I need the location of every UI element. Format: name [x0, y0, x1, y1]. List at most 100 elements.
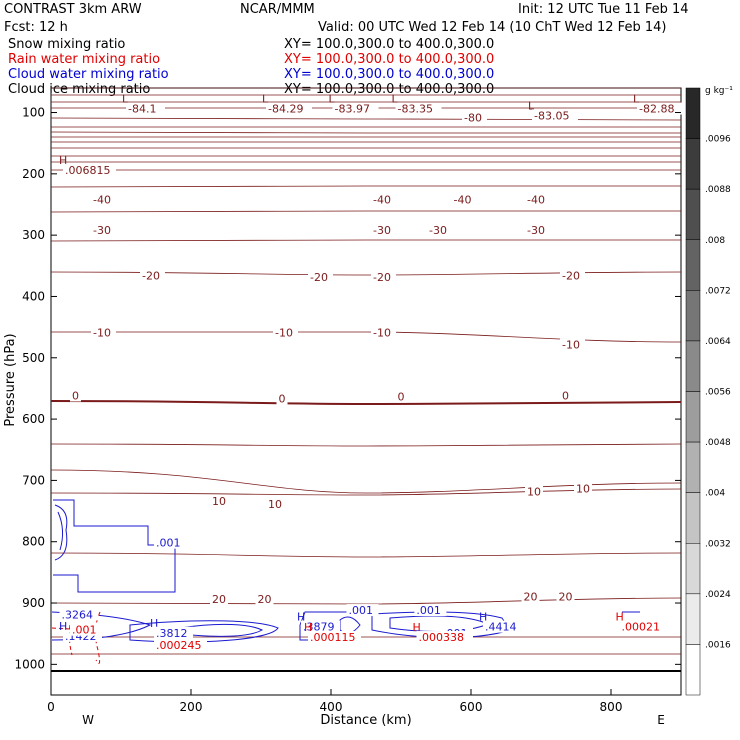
colorbar-unit: g kg⁻¹: [705, 86, 733, 96]
cloud-water-label-bg: [59, 608, 99, 621]
y-tick-label: 500: [22, 351, 45, 365]
colorbar-swatch: [685, 492, 701, 544]
y-tick-label: 700: [22, 473, 45, 487]
isotherm-label: 20: [524, 591, 538, 604]
isotherm-label-bg: [140, 269, 165, 282]
isotherm-label: 0: [562, 389, 569, 402]
cloud-water-mark: H: [479, 611, 487, 624]
isotherm-label-bg: [395, 390, 407, 403]
isotherm-label-bg: [521, 590, 540, 603]
colorbar-tick-label: .008: [705, 236, 725, 246]
isotherm-label-bg: [91, 193, 116, 206]
isotherm-label: -83.35: [398, 103, 433, 116]
isotherm-label: 20: [559, 591, 573, 604]
isotherm-mark: L: [262, 93, 269, 106]
x-tick-label: 400: [320, 700, 343, 714]
cloud-water-label: .3812: [156, 627, 188, 640]
contour-labels: L-84.1L-84.29L-83.97L-83.35-80L-83.05L-8…: [59, 93, 683, 652]
cloud-water-label-bg: [154, 536, 186, 549]
legend-rain-name: Rain water mixing ratio: [8, 52, 160, 67]
isotherm-label-bg: [332, 102, 379, 115]
isotherm-mark: L: [633, 93, 640, 106]
cloud-water-label-bg: [154, 626, 193, 639]
isotherm-mark: L: [392, 93, 399, 106]
isotherm-label: -83.97: [335, 103, 370, 116]
isotherm-label-bg: [574, 482, 592, 495]
isotherm-label: -82.88: [639, 103, 674, 116]
isotherm-label-bg: [210, 494, 228, 507]
isotherm-label-bg: [395, 102, 442, 115]
cloud-water-contour: [57, 511, 64, 551]
isotherm-label: -20: [142, 269, 160, 282]
colorbar-tick-label: .0032: [705, 539, 731, 549]
isotherm-label: 10: [527, 486, 541, 499]
legend-snow-name: Snow mixing ratio: [8, 37, 125, 52]
cloud-water-label-bg: [346, 604, 379, 617]
isotherm-label: -20: [310, 271, 328, 284]
rain-water-mark: H: [304, 621, 312, 634]
isotherm-label-bg: [427, 223, 452, 236]
y-tick-label: 1000: [14, 657, 45, 671]
cloud-water-mark: H: [150, 617, 158, 630]
y-tick-label: 600: [22, 412, 45, 426]
colorbar-swatch: [685, 340, 701, 392]
rain-water-label-bg: [619, 620, 666, 633]
isotherm-label-bg: [126, 102, 165, 115]
isotherm-label: -40: [373, 193, 391, 206]
x-tick-label: 800: [600, 700, 623, 714]
isotherm-label: -30: [373, 224, 391, 237]
cloud-water-label: .3879: [303, 621, 335, 634]
isotherm-label: 0: [279, 393, 286, 406]
isotherm-line: [50, 131, 681, 134]
colorbar-tick-label: .0096: [705, 135, 731, 145]
colorbar-swatch: [685, 188, 701, 241]
legend-cloudwater-xy: XY= 100.0,300.0 to 400.0,300.0: [284, 67, 494, 82]
isotherm-label: -40: [454, 193, 472, 206]
west-label: W: [82, 713, 94, 727]
header-fcst: Fcst: 12 h: [4, 20, 68, 35]
isotherm-label: -30: [429, 224, 447, 237]
y-axis-title: Pressure (hPa): [3, 333, 18, 426]
colorbar-swatch: [685, 290, 701, 342]
cloud-water-contour: [179, 623, 264, 637]
cloud-water-label-bg: [483, 620, 522, 633]
y-tick-label: 200: [22, 167, 45, 181]
isotherm-label-bg: [556, 590, 575, 603]
isotherm-label-bg: [70, 389, 81, 402]
header-center: NCAR/MMM: [240, 2, 315, 17]
x-axis-title: Distance (km): [320, 713, 411, 728]
isotherm-label: -83.05: [534, 109, 569, 122]
colorbar-tick-label: .0056: [705, 388, 731, 398]
rain-water-label-bg: [308, 631, 361, 644]
isotherm-label: -84.1: [128, 103, 156, 116]
colorbar-swatch: [685, 391, 701, 443]
isotherm-label: -20: [562, 269, 580, 282]
isotherm-line: [50, 210, 681, 213]
isotherm-label-bg: [525, 223, 550, 236]
y-tick-label: 400: [22, 289, 45, 303]
isotherm-label: -10: [93, 326, 111, 339]
cloud-water-label-bg: [414, 604, 447, 617]
isotherm-label: 10: [268, 498, 282, 511]
isotherm-label-bg: [371, 223, 396, 236]
rain-water-label: .00021: [622, 621, 661, 634]
isotherm-label-bg: [637, 102, 683, 115]
y-tick-label: 100: [22, 106, 45, 120]
isotherm-label-bg: [371, 193, 396, 206]
isotherm-label: -10: [373, 326, 391, 339]
isotherm-label-bg: [266, 102, 312, 115]
isotherm-label-bg: [462, 111, 487, 124]
isotherm-label-bg: [525, 193, 550, 206]
colorbar-tick-label: .004: [705, 489, 725, 499]
isotherm-label: 10: [576, 483, 590, 496]
isotherm-label: -10: [562, 339, 580, 352]
isotherm-line: [50, 239, 681, 242]
isotherm-label: 0: [398, 391, 405, 404]
isotherm-label-bg: [371, 326, 396, 339]
x-tick-label: 600: [460, 700, 483, 714]
isotherm-label-bg: [525, 485, 543, 498]
cloud-water-mark: H: [297, 611, 305, 624]
isotherm-label: -20: [373, 271, 391, 284]
